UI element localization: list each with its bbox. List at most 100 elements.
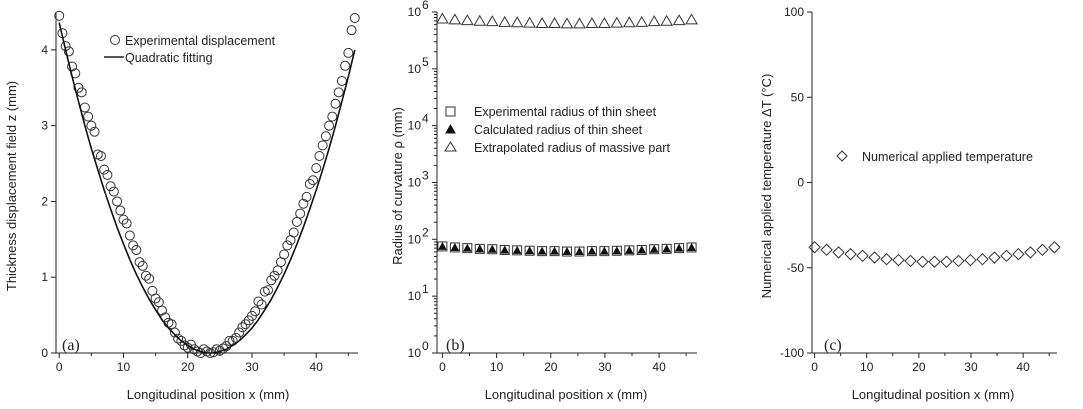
- data-point-experimental-displacement: [250, 306, 261, 317]
- data-point-calculated-radius-of-thin-sheet: [649, 244, 659, 253]
- data-point-experimental-displacement: [115, 205, 126, 216]
- plot-area-c: [808, 12, 1061, 354]
- data-point-calculated-radius-of-thin-sheet: [487, 244, 497, 253]
- data-point-experimental-displacement: [263, 285, 274, 296]
- y-tick-label: 10: [408, 289, 422, 303]
- y-tick-exponent: 4: [422, 112, 429, 126]
- data-point-numerical-applied-temperature: [964, 253, 977, 267]
- data-point-numerical-applied-temperature: [868, 251, 881, 264]
- data-point-extrapolated-radius-of-massive-part: [685, 13, 698, 25]
- x-tick-label: 30: [964, 360, 978, 374]
- y-tick-label: 1: [41, 270, 48, 284]
- data-point-calculated-radius-of-thin-sheet: [438, 241, 447, 250]
- y-tick-exponent: 0: [422, 339, 429, 353]
- data-point-extrapolated-radius-of-massive-part: [485, 15, 499, 27]
- x-axis-ticks-a: 0 10 20 30 40: [56, 353, 349, 374]
- data-point-calculated-radius-of-thin-sheet: [525, 246, 534, 255]
- x-tick-label: 0: [439, 360, 446, 374]
- y-tick-exponent: 3: [422, 169, 429, 183]
- data-point-calculated-radius-of-thin-sheet: [687, 242, 696, 251]
- data-point-extrapolated-radius-of-massive-part: [523, 16, 536, 28]
- data-point-extrapolated-radius-of-massive-part: [535, 17, 549, 29]
- data-point-experimental-displacement: [67, 61, 78, 72]
- data-point-extrapolated-radius-of-massive-part: [436, 12, 449, 24]
- data-point-experimental-displacement: [237, 322, 248, 333]
- data-point-extrapolated-radius-of-massive-part: [448, 13, 462, 25]
- data-point-calculated-radius-of-thin-sheet: [475, 244, 485, 253]
- data-point-experimental-displacement: [76, 87, 87, 98]
- data-point-experimental-displacement: [333, 87, 344, 98]
- data-point-extrapolated-radius-of-massive-part: [510, 16, 524, 28]
- data-point-extrapolated-radius-of-massive-part: [647, 15, 661, 27]
- y-axis-ticks-c: -100 -50 0 50 100: [780, 5, 812, 360]
- data-point-calculated-radius-of-thin-sheet: [662, 244, 672, 253]
- panel-label-c: (c): [824, 337, 842, 354]
- panel-label-b: (b): [446, 337, 465, 354]
- y-tick-exponent: 5: [422, 55, 429, 69]
- x-axis-ticks-c: 0 10 20 30 40: [811, 353, 1050, 374]
- x-tick-label: 40: [652, 360, 666, 374]
- x-tick-label: 40: [310, 360, 324, 374]
- y-tick-label: 10: [408, 119, 422, 133]
- data-point-experimental-displacement: [137, 260, 148, 271]
- data-point-experimental-displacement: [79, 102, 90, 113]
- legend-marker-experimental-displacement: [110, 35, 120, 45]
- data-point-extrapolated-radius-of-massive-part: [635, 15, 649, 27]
- data-point-experimental-displacement: [340, 60, 351, 71]
- x-tick-label: 30: [598, 360, 612, 374]
- data-point-experimental-displacement: [288, 227, 299, 238]
- data-point-numerical-applied-temperature: [928, 255, 941, 268]
- legend-label-quadratic-fitting: Quadratic fitting: [125, 51, 213, 65]
- data-point-calculated-radius-of-thin-sheet: [600, 246, 609, 255]
- y-tick-label: -100: [780, 346, 804, 360]
- data-point-experimental-displacement: [157, 305, 168, 316]
- data-point-experimental-displacement: [112, 196, 123, 207]
- data-point-experimental-displacement: [134, 257, 145, 268]
- data-point-calculated-radius-of-thin-sheet: [637, 245, 647, 254]
- x-tick-label: 0: [811, 360, 818, 374]
- y-tick-exponent: 2: [422, 225, 429, 239]
- series-line-quadratic-fitting: [58, 22, 356, 354]
- data-point-experimental-displacement: [173, 333, 184, 344]
- data-point-numerical-applied-temperature: [808, 241, 821, 254]
- data-point-experimental-displacement: [166, 319, 177, 330]
- panel-label-a: (a): [62, 337, 80, 354]
- data-point-calculated-radius-of-thin-sheet: [575, 246, 584, 256]
- legend-b: Experimental radius of thin sheet Calcul…: [444, 105, 670, 155]
- data-point-numerical-applied-temperature: [1036, 243, 1049, 257]
- y-tick-label: 0: [41, 346, 48, 360]
- data-point-experimental-displacement: [314, 150, 325, 161]
- data-point-numerical-applied-temperature: [952, 254, 965, 268]
- data-point-numerical-applied-temperature: [892, 253, 905, 267]
- x-tick-label: 10: [117, 360, 131, 374]
- y-tick-exponent: 6: [422, 0, 429, 12]
- data-point-experimental-displacement: [89, 126, 100, 137]
- data-point-calculated-radius-of-thin-sheet: [562, 246, 572, 256]
- data-point-experimental-displacement: [108, 186, 119, 197]
- data-point-calculated-radius-of-thin-sheet: [450, 242, 460, 251]
- chart-panel-a: 0 10 20 30 40 0 1 2 3 4 Longitudinal position x …: [4, 10, 360, 402]
- data-point-extrapolated-radius-of-massive-part: [498, 15, 512, 27]
- y-tick-label: 10: [408, 5, 422, 19]
- legend-marker-experimental-radius: [445, 106, 456, 117]
- y-tick-label: 3: [41, 119, 48, 133]
- data-point-experimental-displacement: [150, 293, 161, 304]
- data-point-numerical-applied-temperature: [856, 249, 869, 263]
- x-axis-label-c: Longitudinal position x (mm): [852, 387, 1015, 402]
- data-point-experimental-displacement: [140, 270, 151, 281]
- chart-panel-c: 0 10 20 30 40 -100 -50 0 50 100 Longitudinal pos…: [759, 5, 1061, 402]
- data-point-experimental-displacement: [304, 179, 315, 190]
- data-point-experimental-displacement: [301, 191, 312, 202]
- data-point-experimental-displacement: [327, 111, 338, 122]
- data-point-experimental-displacement: [224, 335, 235, 346]
- x-axis-label-a: Longitudinal position x (mm): [127, 387, 290, 402]
- y-tick-exponent: 1: [422, 282, 429, 296]
- x-tick-label: 40: [1016, 360, 1030, 374]
- y-tick-label: 100: [784, 5, 804, 19]
- data-point-calculated-radius-of-thin-sheet: [537, 246, 547, 255]
- data-point-experimental-displacement: [99, 164, 110, 175]
- data-point-calculated-radius-of-thin-sheet: [674, 243, 684, 252]
- data-point-numerical-applied-temperature: [988, 251, 1001, 264]
- x-axis-ticks-b: 0 10 20 30 40: [439, 353, 687, 374]
